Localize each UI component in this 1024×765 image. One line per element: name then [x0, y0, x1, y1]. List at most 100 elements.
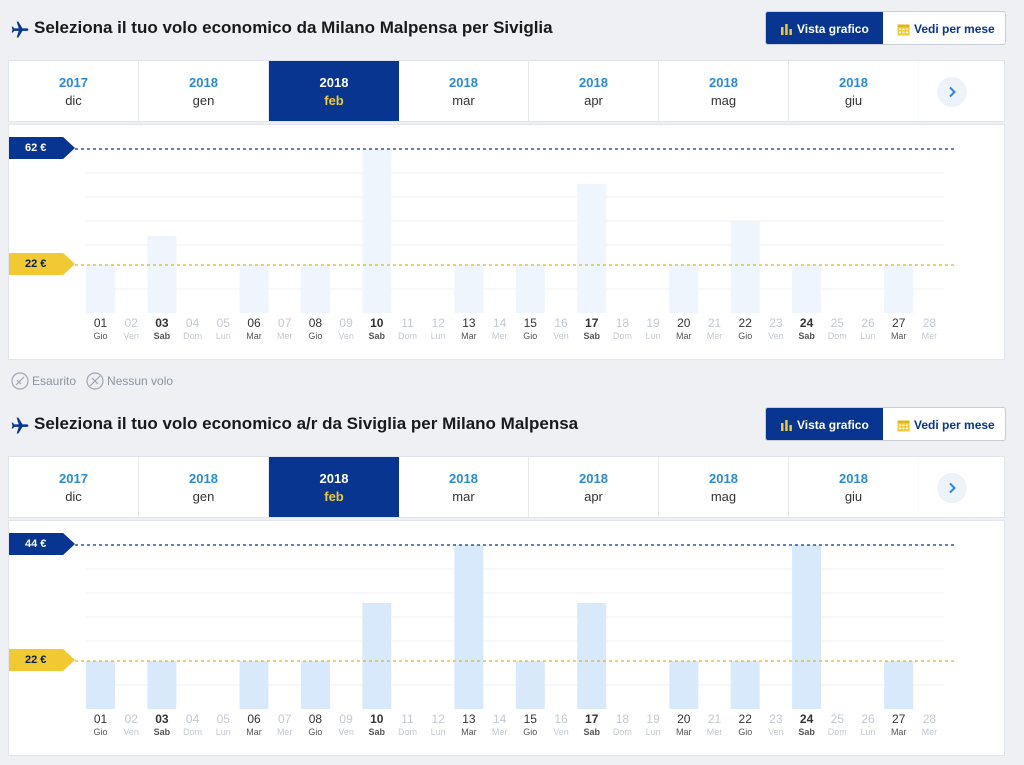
day-tick-label: 14 — [493, 316, 507, 330]
weekday-tick-label: Gio — [93, 331, 107, 341]
weekday-tick-label: Lun — [860, 727, 875, 737]
tab-month: giu — [844, 93, 863, 108]
day-tick-label: 03 — [155, 316, 169, 330]
day-tick-label: 28 — [923, 712, 937, 726]
weekday-tick-label: Mar — [246, 727, 262, 737]
tab-month-feb-2018[interactable]: 2018 feb — [269, 61, 399, 121]
day-tick-label: 17 — [585, 316, 599, 330]
price-bar — [239, 661, 269, 709]
weekday-tick-label: Lun — [431, 727, 446, 737]
graph-view-button[interactable]: Vista grafico — [766, 12, 883, 44]
tab-year: 2018 — [579, 471, 608, 486]
month-view-label: Vedi per mese — [914, 418, 995, 432]
no-flight-label: Nessun volo — [107, 374, 174, 388]
weekday-tick-label: Mer — [707, 331, 723, 341]
price-bar — [362, 603, 392, 709]
tab-month: dic — [65, 93, 82, 108]
graph-view-button[interactable]: Vista grafico — [766, 408, 883, 440]
chevron-right-icon — [949, 86, 956, 98]
tab-month-apr-2018[interactable]: 2018 apr — [529, 61, 659, 121]
next-month-button[interactable] — [937, 473, 967, 503]
tab-month-mar-2018[interactable]: 2018 mar — [399, 457, 529, 517]
price-bar — [454, 545, 484, 709]
weekday-tick-label: Lun — [216, 331, 231, 341]
tab-month-gen-2018[interactable]: 2018 gen — [139, 457, 269, 517]
chart-legend: Esaurito Nessun volo — [11, 371, 183, 391]
day-tick-label: 15 — [524, 316, 538, 330]
weekday-tick-label: Dom — [398, 331, 417, 341]
weekday-tick-label: Ven — [123, 727, 139, 737]
legend-no-flight: Nessun volo — [86, 372, 173, 390]
day-tick-label: 10 — [370, 712, 384, 726]
price-chart-svg: 01Gio02Ven03Sab04Dom05Lun06Mar07Mer08Gio… — [75, 544, 955, 737]
month-view-button[interactable]: Vedi per mese — [883, 408, 1005, 440]
weekday-tick-label: Sab — [369, 331, 386, 341]
tab-month-mag-2018[interactable]: 2018 mag — [659, 457, 789, 517]
weekday-tick-label: Mer — [922, 727, 938, 737]
weekday-tick-label: Dom — [183, 331, 202, 341]
tab-year: 2018 — [189, 471, 218, 486]
view-toggle: Vista grafico Vedi per mese — [765, 407, 1006, 441]
tab-month-dic-2017[interactable]: 2017 dic — [9, 61, 139, 121]
day-tick-label: 01 — [94, 712, 108, 726]
day-tick-label: 22 — [739, 316, 753, 330]
day-tick-label: 27 — [892, 316, 906, 330]
weekday-tick-label: Dom — [613, 727, 632, 737]
tab-month-mar-2018[interactable]: 2018 mar — [399, 61, 529, 121]
month-fade-overlay — [874, 457, 934, 517]
weekday-tick-label: Mar — [891, 331, 907, 341]
weekday-tick-label: Dom — [183, 727, 202, 737]
day-tick-label: 07 — [278, 316, 292, 330]
next-month-button[interactable] — [937, 77, 967, 107]
tab-month: mag — [710, 489, 737, 504]
weekday-tick-label: Lun — [646, 727, 661, 737]
day-tick-label: 18 — [616, 316, 630, 330]
tab-year: 2018 — [319, 75, 349, 90]
weekday-tick-label: Mar — [461, 727, 477, 737]
day-tick-label: 17 — [585, 712, 599, 726]
month-view-button[interactable]: Vedi per mese — [883, 12, 1005, 44]
tab-month-gen-2018[interactable]: 2018 gen — [139, 61, 269, 121]
graph-view-label: Vista grafico — [797, 418, 869, 432]
tab-month: gen — [192, 93, 215, 108]
price-bar — [669, 661, 699, 709]
tab-month: mar — [452, 489, 475, 504]
weekday-tick-label: Mer — [492, 331, 508, 341]
day-tick-label: 09 — [339, 316, 353, 330]
tab-month-dic-2017[interactable]: 2017 dic — [9, 457, 139, 517]
price-bar — [577, 603, 607, 709]
price-bar — [792, 545, 822, 709]
weekday-tick-label: Gio — [93, 727, 107, 737]
tab-month: giu — [844, 489, 863, 504]
price-bar — [577, 183, 607, 313]
day-tick-label: 20 — [677, 712, 691, 726]
day-tick-label: 12 — [432, 316, 446, 330]
weekday-tick-label: Mer — [922, 331, 938, 341]
tab-year: 2018 — [449, 471, 478, 486]
tab-month-feb-2018[interactable]: 2018 feb — [269, 457, 399, 517]
day-tick-label: 22 — [739, 712, 753, 726]
day-tick-label: 25 — [831, 316, 845, 330]
day-tick-label: 03 — [155, 712, 169, 726]
price-bar — [300, 265, 330, 313]
price-bar — [300, 661, 330, 709]
tab-year: 2018 — [579, 75, 608, 90]
day-tick-label: 02 — [125, 712, 139, 726]
tab-month-apr-2018[interactable]: 2018 apr — [529, 457, 659, 517]
weekday-tick-label: Sab — [369, 727, 386, 737]
weekday-tick-label: Ven — [338, 331, 354, 341]
tab-year: 2018 — [839, 471, 868, 486]
legend-sold-out: Esaurito — [11, 372, 76, 390]
tab-month-mag-2018[interactable]: 2018 mag — [659, 61, 789, 121]
month-selector: 2017 dic 2018 gen 2018 feb 2018 mar 2018 apr … — [8, 60, 1005, 122]
day-tick-label: 11 — [401, 316, 414, 330]
weekday-tick-label: Sab — [798, 331, 815, 341]
weekday-tick-label: Mer — [277, 727, 293, 737]
weekday-tick-label: Mer — [277, 331, 293, 341]
day-tick-label: 19 — [646, 316, 660, 330]
weekday-tick-label: Ven — [123, 331, 139, 341]
day-tick-label: 11 — [401, 712, 414, 726]
price-bar — [86, 661, 115, 709]
outbound-header: Seleziona il tuo volo economico da Milan… — [0, 0, 1024, 58]
day-tick-label: 27 — [892, 712, 906, 726]
